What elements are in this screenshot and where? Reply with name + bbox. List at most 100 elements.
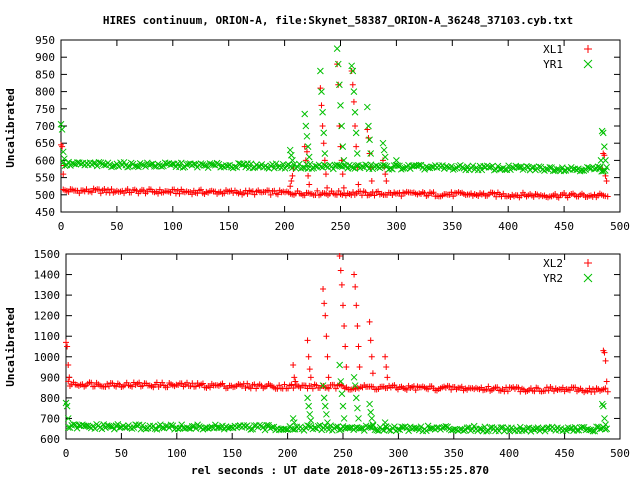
- y-tick-label: 900: [35, 51, 55, 64]
- data-point: [65, 158, 72, 166]
- data-point: [63, 402, 71, 410]
- data-point: [306, 410, 314, 418]
- data-point: [339, 402, 347, 410]
- data-point: [238, 161, 246, 169]
- data-point: [603, 425, 611, 433]
- data-point: [294, 163, 301, 171]
- data-point: [91, 383, 98, 390]
- chart-title: HIRES continuum, ORION-A, file:Skynet_58…: [103, 14, 573, 27]
- top-panel: 0 50 100 150 200 250 300 350 400 450 500 450 500 550 6…: [35, 34, 630, 233]
- data-point: [348, 62, 356, 70]
- data-point: [387, 164, 394, 172]
- data-point: [101, 161, 108, 169]
- data-point: [531, 388, 538, 395]
- x-tick-label: 400: [499, 447, 519, 460]
- data-point: [442, 163, 450, 170]
- legend-marker: [583, 273, 593, 283]
- data-point: [114, 421, 122, 428]
- data-point: [247, 385, 254, 392]
- data-point: [164, 384, 171, 391]
- data-point: [323, 410, 330, 418]
- data-point: [303, 148, 310, 155]
- data-point: [371, 192, 378, 199]
- data-point: [235, 160, 242, 167]
- data-point: [305, 353, 312, 360]
- data-point: [354, 322, 361, 329]
- data-point: [476, 425, 483, 433]
- data-point: [302, 157, 309, 164]
- y-tick-label: 750: [35, 103, 55, 116]
- legend-label: YR2: [543, 272, 563, 285]
- x-tick-label: 500: [610, 447, 630, 460]
- data-point: [319, 123, 326, 129]
- data-point: [382, 423, 390, 431]
- data-point: [433, 424, 441, 431]
- data-point: [448, 189, 455, 196]
- data-point: [352, 123, 359, 129]
- data-point: [318, 102, 325, 109]
- data-point: [325, 385, 332, 392]
- data-point: [325, 374, 332, 381]
- data-point: [602, 172, 609, 179]
- data-point: [324, 353, 331, 360]
- data-point: [151, 425, 159, 433]
- data-point: [561, 426, 568, 433]
- data-point: [340, 184, 347, 191]
- data-point: [335, 187, 342, 194]
- legend-label: YR1: [543, 58, 563, 71]
- data-point: [320, 140, 327, 147]
- x-tick-label: 150: [222, 447, 242, 460]
- data-point: [396, 426, 404, 434]
- data-point: [351, 382, 359, 389]
- data-point: [601, 415, 608, 422]
- data-point: [367, 408, 375, 416]
- x-tick-label: 200: [278, 447, 298, 460]
- data-point: [305, 402, 313, 410]
- data-point: [516, 423, 524, 431]
- data-point: [304, 394, 311, 402]
- legend-marker: [583, 59, 593, 69]
- data-point: [289, 157, 296, 164]
- data-point: [61, 155, 68, 163]
- data-point: [340, 415, 348, 422]
- data-point: [57, 120, 65, 128]
- data-point: [105, 383, 112, 390]
- panel-1-y-axis-label: Uncalibrated: [4, 88, 17, 167]
- data-point: [140, 187, 147, 194]
- data-point: [88, 189, 95, 196]
- data-point: [192, 383, 199, 390]
- data-point: [353, 162, 360, 169]
- data-point: [59, 159, 67, 166]
- data-point: [267, 191, 274, 198]
- data-point: [542, 165, 550, 173]
- data-point: [602, 385, 609, 392]
- y-tick-label: 1500: [34, 248, 61, 261]
- data-point: [591, 388, 598, 395]
- data-point: [189, 380, 196, 387]
- data-point: [311, 424, 318, 432]
- data-point: [65, 362, 72, 368]
- data-point: [320, 285, 327, 292]
- data-point: [438, 424, 446, 432]
- data-point: [135, 163, 142, 171]
- data-point: [369, 370, 376, 377]
- data-point: [351, 108, 359, 116]
- data-point: [367, 337, 374, 344]
- data-point: [169, 422, 177, 430]
- data-point: [528, 164, 536, 171]
- data-point: [382, 171, 389, 178]
- data-point: [469, 162, 477, 170]
- data-point: [73, 424, 81, 432]
- data-point: [340, 157, 348, 164]
- data-point: [558, 164, 566, 172]
- data-point: [508, 164, 516, 171]
- data-point: [288, 178, 295, 185]
- data-point: [338, 390, 346, 398]
- data-point: [343, 364, 350, 371]
- data-point: [304, 422, 311, 429]
- data-point: [305, 153, 313, 161]
- legend-label: XL2: [543, 257, 563, 270]
- data-point: [301, 143, 308, 150]
- data-point: [412, 387, 419, 394]
- data-point: [586, 385, 593, 392]
